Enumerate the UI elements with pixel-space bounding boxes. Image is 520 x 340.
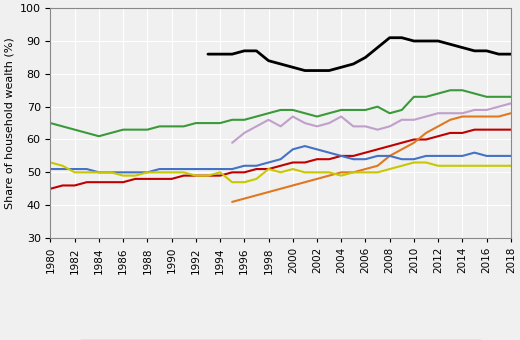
Y-axis label: Share of household wealth (%): Share of household wealth (%) bbox=[4, 37, 14, 209]
